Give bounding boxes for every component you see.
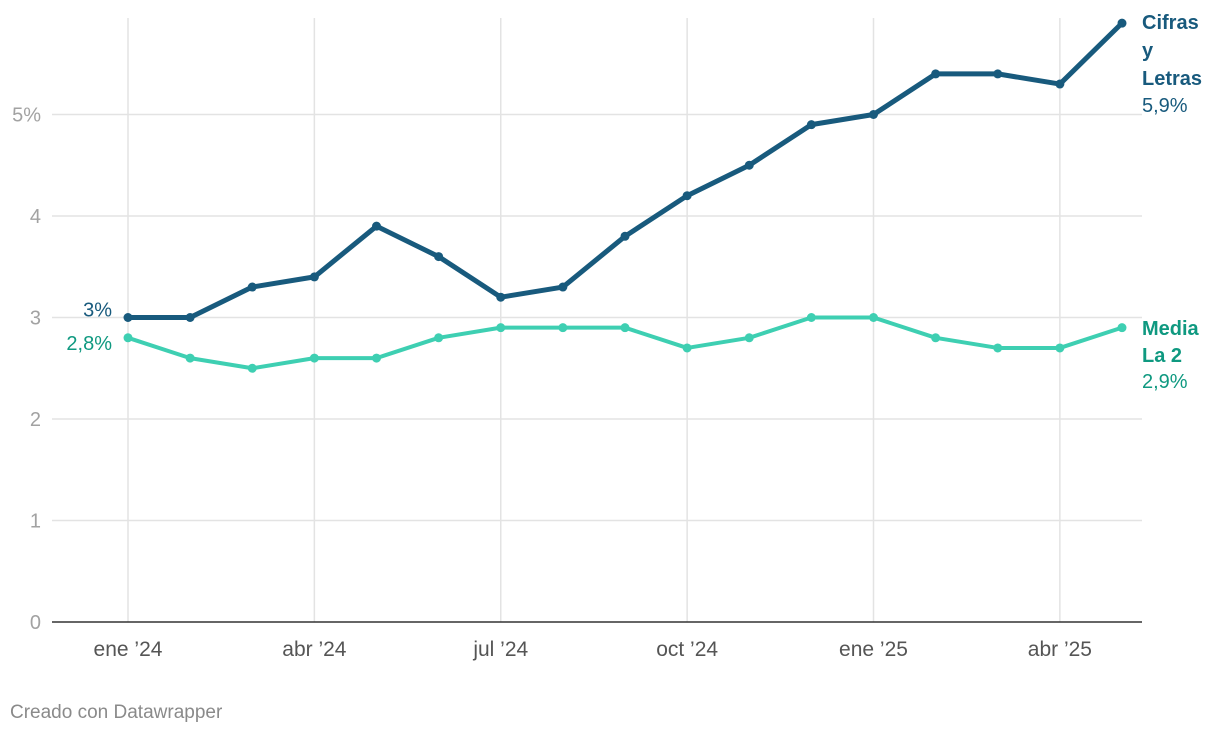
datawrapper-credit: Creado con Datawrapper <box>10 702 223 723</box>
data-point <box>372 221 381 231</box>
data-point <box>806 313 816 322</box>
y-tick-label: 2 <box>30 409 41 431</box>
data-point <box>744 333 754 343</box>
data-point <box>434 252 444 262</box>
series-end-value: 5,9% <box>1142 95 1188 117</box>
data-point <box>1117 323 1127 333</box>
series-labels: 3% 2,8% Cifras y Letras 5,9% Media La 2 2,9% <box>66 12 1202 393</box>
y-tick-label: 0 <box>30 612 41 634</box>
data-point <box>620 231 630 241</box>
y-axis-ticks: 0 1 2 3 4 5% <box>12 105 41 635</box>
data-point <box>931 333 941 343</box>
data-point <box>185 313 195 322</box>
series-start-value: 3% <box>83 300 112 322</box>
series-line <box>125 20 1125 320</box>
x-tick-label: ene ’24 <box>94 638 163 661</box>
series-name-label: La 2 <box>1142 345 1182 367</box>
series-name-label: Media <box>1142 318 1200 340</box>
x-tick-label: abr ’24 <box>282 638 347 661</box>
x-tick-label: jul ’24 <box>472 638 528 661</box>
data-point <box>372 353 381 363</box>
x-tick-label: abr ’25 <box>1028 638 1092 661</box>
series-end-value: 2,9% <box>1142 371 1188 393</box>
data-point <box>123 333 133 343</box>
data-point <box>620 323 630 333</box>
data-point <box>434 333 444 343</box>
data-point <box>682 191 692 201</box>
series-start-value: 2,8% <box>66 333 112 355</box>
x-axis-ticks: ene ’24 abr ’24 jul ’24 oct ’24 ene ’25 abr ’… <box>94 638 1092 661</box>
series-name-label: Cifras <box>1142 12 1199 34</box>
data-point <box>558 282 568 292</box>
data-point <box>247 282 257 292</box>
data-point <box>558 323 568 333</box>
x-tick-label: oct ’24 <box>656 638 718 661</box>
series-name-label: Letras <box>1142 68 1202 90</box>
data-point <box>993 343 1003 353</box>
data-point <box>123 313 133 322</box>
grid-lines <box>52 18 1142 623</box>
data-point <box>806 120 816 130</box>
series-name-label: y <box>1142 40 1154 62</box>
y-tick-label: 3 <box>30 308 41 330</box>
data-point <box>931 69 941 79</box>
data-point <box>247 363 257 373</box>
data-point <box>869 313 878 322</box>
y-tick-label: 5% <box>12 105 41 127</box>
data-point <box>185 353 195 363</box>
y-tick-label: 1 <box>30 511 41 533</box>
data-point <box>682 343 692 353</box>
series-lines <box>123 18 1127 373</box>
data-point <box>869 110 878 119</box>
data-point <box>309 353 319 363</box>
data-point <box>1055 79 1065 89</box>
data-point <box>496 292 506 302</box>
y-tick-label: 4 <box>30 206 41 228</box>
data-point <box>744 160 754 170</box>
data-point <box>309 272 319 282</box>
data-point <box>496 323 506 333</box>
data-point <box>1055 343 1065 353</box>
x-tick-label: ene ’25 <box>839 638 908 661</box>
data-point <box>1117 18 1127 28</box>
data-point <box>993 69 1003 79</box>
